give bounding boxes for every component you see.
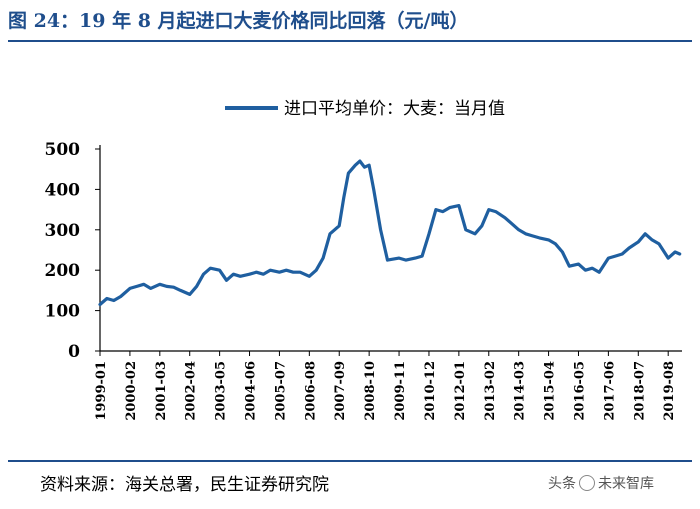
x-tick-label: 2014-03 <box>513 361 528 421</box>
x-axis-ticks: 1999-01 2000-02 2001-03 2002-04 2003-05 2004-… <box>94 351 677 421</box>
title-divider <box>8 40 692 42</box>
x-tick-label: 2015-04 <box>543 361 558 421</box>
x-tick-label: 2013-02 <box>483 361 498 421</box>
legend: 进口平均单价：大麦：当月值 <box>225 99 505 119</box>
line-chart: 进口平均单价：大麦：当月值 0 100 200 300 400 500 1999-01 20… <box>45 99 682 421</box>
y-axis-ticks: 0 100 200 300 400 500 <box>45 140 100 362</box>
source-note: 资料来源：海关总署，民生证券研究院 <box>40 475 329 495</box>
x-tick-label: 2007-09 <box>333 361 348 421</box>
x-tick-label: 2012-01 <box>453 361 468 421</box>
y-tick-label: 100 <box>45 302 81 322</box>
y-tick-label: 400 <box>45 180 81 200</box>
x-tick-label: 2009-11 <box>393 361 408 421</box>
x-tick-label: 2008-10 <box>363 361 378 421</box>
series-line <box>98 159 682 307</box>
y-tick-label: 500 <box>45 140 81 160</box>
y-tick-label: 0 <box>68 342 80 362</box>
x-tick-label: 2005-07 <box>273 361 288 421</box>
y-tick-label: 300 <box>45 221 81 241</box>
watermark-right: 未来智库 <box>598 476 654 492</box>
x-tick-label: 2002-04 <box>184 361 199 421</box>
x-tick-label: 2001-03 <box>154 361 169 421</box>
y-tick-label: 200 <box>45 261 81 281</box>
x-tick-label: 2019-08 <box>662 361 677 421</box>
x-tick-label: 2003-05 <box>214 361 229 421</box>
x-tick-label: 2006-08 <box>303 361 318 421</box>
watermark-left: 头条 <box>548 476 576 492</box>
x-tick-label: 1999-01 <box>94 361 109 421</box>
chart-title: 图 24：19 年 8 月起进口大麦价格同比回落（元/吨） <box>8 10 469 32</box>
footer-divider <box>8 460 692 462</box>
x-tick-label: 2017-06 <box>602 361 617 421</box>
x-tick-label: 2004-06 <box>244 361 259 421</box>
legend-label: 进口平均单价：大麦：当月值 <box>284 99 505 119</box>
x-tick-label: 2010-12 <box>423 361 438 421</box>
x-tick-label: 2018-07 <box>632 361 647 421</box>
x-tick-label: 2016-05 <box>572 361 587 421</box>
axes <box>99 145 682 352</box>
watermark: 头条 未来智库 <box>548 473 654 493</box>
watermark-logo-icon <box>579 475 595 491</box>
plot-area <box>98 159 682 307</box>
x-tick-label: 2000-02 <box>124 361 139 421</box>
